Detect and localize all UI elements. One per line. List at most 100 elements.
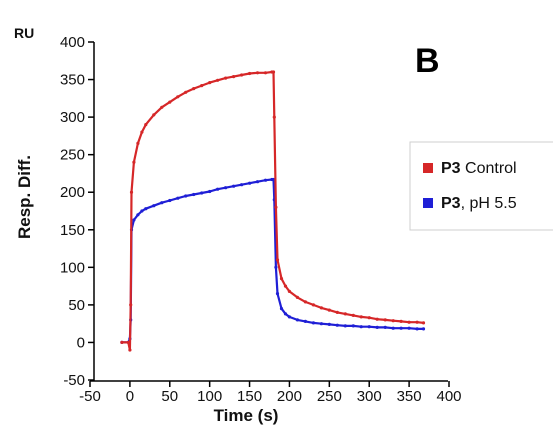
y-tick-label: 300 (60, 109, 85, 126)
y-tick-label: -50 (63, 372, 85, 389)
data-point-series-0 (224, 76, 228, 80)
y-tick-label: 50 (68, 297, 85, 314)
y-axis: -50 0 50 100 150 200 250 300 350 400 (60, 34, 95, 389)
data-point-series-0 (200, 84, 204, 88)
data-point-series-1 (295, 318, 299, 322)
data-point-series-1 (224, 186, 228, 190)
data-point-series-0 (248, 71, 252, 76)
x-tick-label: 0 (126, 388, 134, 405)
y-tick-label: 0 (77, 334, 85, 351)
x-tick-label: -50 (79, 388, 101, 405)
y-tick-label: 200 (60, 184, 85, 201)
plot-series (120, 70, 426, 352)
y-tick-label: 350 (60, 72, 85, 89)
data-point-series-0 (421, 321, 426, 325)
data-point-series-0 (287, 289, 291, 293)
data-point-series-0 (176, 95, 180, 99)
data-point-series-1 (140, 209, 144, 213)
legend-label-ph55-bold: P3 (441, 195, 461, 212)
y-tick-label: 150 (60, 222, 85, 239)
data-point-series-1 (375, 325, 379, 329)
data-point-series-0 (152, 113, 156, 117)
data-point-series-1 (367, 325, 371, 329)
data-point-series-0 (295, 295, 299, 299)
data-point-series-1 (200, 191, 204, 195)
data-point-series-1 (160, 201, 164, 205)
legend-swatch-control (423, 163, 433, 173)
data-point-series-0 (136, 141, 140, 145)
x-tick-label: 350 (397, 388, 422, 405)
x-tick-label: 100 (197, 388, 222, 405)
data-point-series-0 (359, 315, 363, 319)
data-point-series-1 (421, 327, 426, 331)
x-tick-label: 200 (277, 388, 302, 405)
data-point-series-1 (327, 322, 331, 326)
data-point-series-1 (399, 326, 403, 330)
data-point-series-0 (375, 317, 379, 321)
data-point-series-0 (160, 105, 164, 109)
data-point-series-1 (132, 218, 136, 222)
data-point-series-0 (129, 303, 133, 307)
data-point-series-1 (144, 207, 148, 211)
x-tick-label: 250 (317, 388, 342, 405)
data-point-series-0 (144, 123, 148, 127)
data-point-series-1 (168, 198, 172, 203)
data-point-series-1 (232, 184, 236, 188)
data-point-series-0 (407, 320, 411, 324)
data-point-series-1 (311, 321, 315, 325)
panel-label: B (415, 42, 440, 80)
x-axis-title: Time (s) (214, 406, 279, 425)
series-line-1 (121, 178, 424, 344)
data-point-series-0 (126, 340, 130, 344)
data-point-series-0 (120, 340, 124, 344)
data-point-series-1 (359, 325, 363, 329)
data-point-series-1 (248, 181, 252, 185)
data-point-series-1 (192, 192, 196, 197)
data-point-series-1 (240, 183, 244, 187)
data-point-series-0 (271, 70, 276, 74)
data-point-series-0 (240, 73, 244, 77)
data-point-series-1 (343, 324, 347, 328)
y-tick-label: 400 (60, 34, 85, 51)
data-point-series-0 (140, 130, 144, 134)
data-point-series-1 (152, 204, 156, 208)
data-point-series-0 (272, 115, 276, 119)
data-point-series-1 (335, 323, 339, 327)
data-point-series-0 (132, 160, 136, 164)
data-point-series-1 (415, 327, 419, 331)
legend: P3 Control P3, pH 5.5 (409, 141, 553, 231)
data-point-series-0 (327, 308, 331, 312)
data-point-series-0 (216, 78, 220, 82)
legend-box (409, 141, 553, 231)
legend-label-control-bold: P3 (441, 160, 461, 177)
data-point-series-1 (274, 265, 278, 269)
data-point-series-1 (351, 324, 355, 328)
data-point-series-1 (184, 194, 188, 198)
data-point-series-0 (399, 319, 403, 323)
data-point-series-1 (287, 315, 291, 319)
y-axis-title: Resp. Diff. (15, 155, 34, 239)
data-point-series-1 (391, 326, 395, 330)
data-point-series-0 (391, 319, 395, 323)
legend-label-control-rest: Control (461, 160, 517, 177)
data-point-series-1 (319, 322, 323, 326)
legend-item-ph55: P3, pH 5.5 (423, 195, 517, 212)
data-point-series-1 (303, 319, 307, 323)
data-point-series-0 (263, 71, 268, 75)
data-point-series-0 (279, 277, 284, 281)
y-unit-label: RU (14, 25, 34, 41)
data-point-series-1 (263, 178, 268, 182)
legend-label-ph55-rest: , pH 5.5 (461, 195, 517, 212)
data-point-series-1 (383, 325, 387, 329)
data-point-series-0 (255, 71, 260, 75)
data-point-series-0 (275, 258, 280, 262)
data-point-series-1 (407, 326, 411, 330)
data-point-series-0 (192, 87, 196, 91)
x-tick-label: 50 (161, 388, 178, 405)
data-point-series-1 (176, 196, 180, 200)
legend-label-ph55: P3, pH 5.5 (441, 195, 517, 212)
data-point-series-1 (136, 213, 140, 217)
data-point-series-0 (168, 100, 172, 104)
legend-item-control: P3 Control (423, 160, 517, 177)
